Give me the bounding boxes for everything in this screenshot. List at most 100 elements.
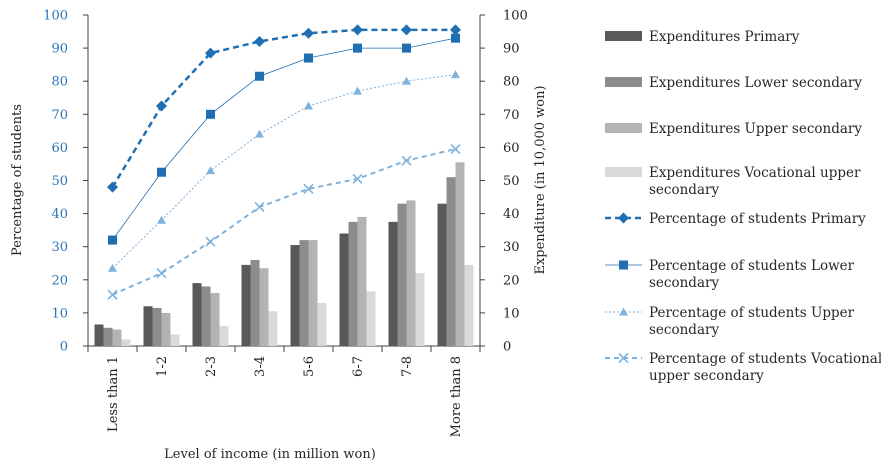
line-point	[108, 235, 117, 245]
line-point-stroke	[303, 183, 314, 194]
series-line	[112, 74, 456, 269]
line-point	[401, 155, 412, 166]
line-point	[618, 212, 629, 224]
line-point-stroke	[618, 352, 629, 364]
bar	[437, 203, 447, 346]
y-tick-label-left: 20	[51, 273, 68, 288]
bar	[415, 273, 425, 346]
line-point	[206, 109, 215, 119]
bar	[339, 233, 349, 346]
bar	[308, 240, 318, 346]
line-point	[353, 86, 362, 95]
bar	[268, 311, 278, 346]
x-tick-label: 6-7	[351, 356, 366, 377]
bar	[112, 329, 122, 346]
y-tick-label-right: 60	[503, 141, 520, 156]
line-point	[156, 268, 167, 279]
line-point	[304, 101, 313, 110]
legend-label: Percentage of students Vocational	[649, 351, 881, 367]
axes	[83, 14, 485, 352]
line-point	[304, 53, 313, 63]
bar	[348, 221, 358, 346]
line-point-stroke	[107, 289, 118, 300]
legend-label: Percentage of students Primary	[649, 211, 866, 227]
x-tick-label: 1-2	[155, 356, 170, 377]
bar	[219, 326, 229, 346]
x-tick-label: More than 8	[449, 356, 464, 437]
bar	[152, 307, 162, 346]
legend-swatch	[605, 123, 642, 133]
line-point-stroke	[205, 236, 216, 247]
line-point	[451, 70, 460, 79]
legend-label: upper secondary	[649, 368, 764, 384]
y-axis-left-title: Percentage of students	[10, 104, 25, 256]
y-tick-label-right: 40	[503, 207, 520, 222]
line-point	[107, 181, 118, 193]
legend-label: Expenditures Primary	[649, 29, 800, 45]
y-tick-label-right: 30	[503, 240, 520, 255]
line-point	[619, 260, 628, 270]
line-point	[254, 201, 265, 213]
y-tick-label-left: 70	[51, 108, 68, 123]
y-tick-label-left: 40	[51, 207, 68, 222]
line-point	[205, 236, 216, 247]
line-point	[353, 43, 362, 53]
x-tick-label: Less than 1	[106, 356, 121, 432]
bar	[446, 177, 456, 346]
y-tick-label-left: 90	[51, 42, 68, 57]
y-tick-label-left: 0	[60, 340, 68, 355]
y-axis-right-title: Expenditure (in 10,000 won)	[533, 85, 548, 274]
x-tick-label: 5-6	[302, 356, 317, 377]
bar	[259, 268, 269, 346]
bar	[103, 327, 113, 346]
line-point-stroke	[254, 201, 265, 213]
bar	[317, 302, 327, 346]
bar	[299, 240, 309, 346]
legend-label: Expenditures Lower secondary	[649, 75, 862, 91]
bar	[290, 245, 300, 346]
y-tick-label-left: 10	[51, 306, 68, 321]
line-point	[352, 24, 363, 36]
series-line	[112, 37, 456, 241]
legend-label: secondary	[649, 182, 719, 198]
line-point	[402, 43, 411, 53]
legend-swatch	[605, 31, 642, 41]
line-point	[156, 100, 167, 112]
line-point	[352, 173, 363, 184]
bar	[357, 216, 367, 346]
line-point	[255, 71, 264, 81]
bar	[143, 306, 153, 346]
y-tick-label-left: 50	[51, 174, 68, 189]
x-tick-label: 7-8	[400, 356, 415, 377]
line-point-stroke	[156, 268, 167, 279]
legend-swatch	[605, 167, 642, 177]
legend-label: Percentage of students Lower	[649, 258, 855, 274]
series-line	[111, 28, 456, 188]
line-point	[205, 47, 216, 59]
tick-labels: 0 0 10 10 20 20 30 30 40 40 50 50 60 60 70 70 80 80 90 90 10…	[43, 9, 528, 438]
line-point	[450, 24, 461, 36]
line-point	[402, 76, 411, 85]
series-line	[112, 148, 456, 296]
bar	[388, 221, 398, 346]
bar	[192, 283, 202, 346]
bar	[161, 312, 171, 346]
y-tick-label-left: 30	[51, 240, 68, 255]
line-point	[206, 166, 215, 175]
bar	[464, 264, 474, 346]
bar	[170, 334, 180, 346]
line-point	[451, 33, 460, 43]
bar	[94, 324, 104, 346]
line-point	[303, 27, 314, 39]
legend-label: Percentage of students Upper	[649, 305, 855, 321]
line-point	[303, 183, 314, 194]
y-tick-label-left: 100	[43, 9, 68, 24]
line-point	[107, 289, 118, 300]
y-tick-label-right: 90	[503, 42, 520, 57]
y-tick-label-right: 0	[503, 340, 511, 355]
y-tick-label-right: 10	[503, 306, 520, 321]
bar	[397, 203, 407, 346]
line-point	[450, 143, 461, 155]
line-point-stroke	[352, 173, 363, 184]
